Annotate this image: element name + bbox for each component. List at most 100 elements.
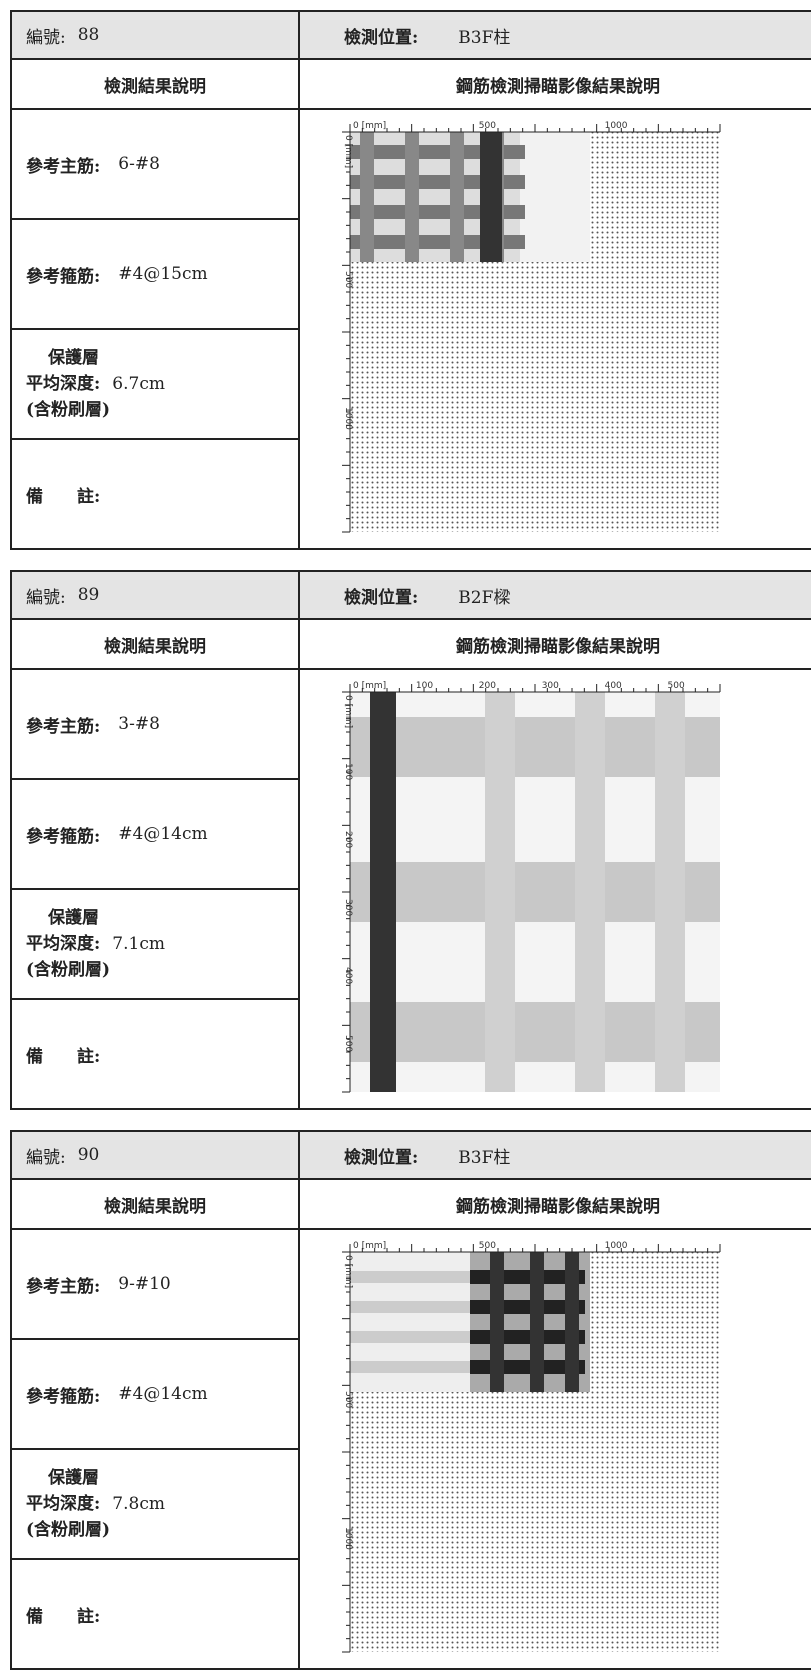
cover-cell: 保護層平均深度: 7.1cm (含粉刷層): [10, 888, 300, 1000]
rebar-shade: [530, 1252, 544, 1392]
label: 編號:: [26, 587, 66, 608]
stirrup-cell: 參考箍筋: #4@15cm: [10, 218, 300, 330]
label: 備 註:: [26, 1046, 101, 1067]
scan-y-label: 1000: [343, 1527, 353, 1550]
rebar-shade: [405, 132, 419, 262]
label: 平均深度:: [26, 374, 101, 394]
record: 編號: 88 檢測位置: B3F柱檢測結果說明 鋼筋檢測掃瞄影像結果說明參考主筋: 6-#…: [10, 10, 811, 550]
remark-cell: 備 註:: [10, 438, 300, 550]
rebar-shade: [480, 132, 502, 262]
rebar-shade: [450, 132, 464, 262]
value: 3-#8: [118, 714, 160, 734]
scan-header: 鋼筋檢測掃瞄影像結果說明: [298, 618, 811, 670]
label: 檢測位置:: [344, 1147, 419, 1168]
value: 88: [77, 25, 100, 45]
rebar-shade: [655, 692, 685, 1092]
row: 平均深度: 6.7cm: [26, 371, 165, 397]
row: 平均深度: 7.8cm: [26, 1491, 165, 1517]
result-header: 檢測結果說明: [10, 1178, 300, 1230]
scan-y-label: 500: [343, 1035, 353, 1052]
label: 檢測位置:: [344, 587, 419, 608]
scan-x-label: 500: [479, 1241, 496, 1251]
value: 7.8cm: [112, 1494, 165, 1514]
value: #4@14cm: [118, 1384, 208, 1404]
scan-image: 0 [mm] 500 1000 0 [mm] 500 1000: [342, 121, 721, 533]
location-cell: 檢測位置: B2F樑: [298, 570, 811, 620]
header: 鋼筋檢測掃瞄影像結果說明: [456, 1196, 660, 1217]
rebar-shade: [490, 1252, 504, 1392]
rebar-shade: [350, 1331, 470, 1343]
scan-y-label: 0 [mm]: [343, 695, 353, 728]
rebar-shade: [360, 132, 374, 262]
value: 90: [77, 1145, 100, 1165]
main-rebar-cell: 參考主筋: 9-#10: [10, 1228, 300, 1340]
location-cell: 檢測位置: B3F柱: [298, 10, 811, 60]
scan-y-label: 500: [343, 1391, 353, 1408]
rebar-shade: [370, 692, 396, 1092]
value: B3F柱: [458, 27, 511, 48]
header: 檢測結果說明: [104, 1196, 206, 1217]
label: 參考主筋:: [26, 716, 101, 737]
rebar-shade: [575, 692, 605, 1092]
main-rebar-cell: 參考主筋: 6-#8: [10, 108, 300, 220]
scan-header: 鋼筋檢測掃瞄影像結果說明: [298, 1178, 811, 1230]
scan-x-label: 1000: [605, 1241, 628, 1251]
label: 備 註:: [26, 1606, 101, 1627]
stirrup-cell: 參考箍筋: #4@14cm: [10, 778, 300, 890]
label: 保護層: [48, 908, 99, 928]
number-cell: 編號: 90: [10, 1130, 300, 1180]
scan-x-label: 500: [668, 681, 685, 691]
result-header: 檢測結果說明: [10, 618, 300, 670]
value: #4@14cm: [118, 824, 208, 844]
label: 參考箍筋:: [26, 266, 101, 287]
label: 平均深度:: [26, 934, 101, 954]
value: 9-#10: [118, 1274, 171, 1294]
label: 備 註:: [26, 486, 101, 507]
label: 參考箍筋:: [26, 1386, 101, 1407]
rebar-shade: [350, 1271, 470, 1283]
scan-x-label: 0 [mm]: [353, 1241, 386, 1251]
scan-y-label: 200: [343, 831, 353, 848]
rebar-shade: [485, 692, 515, 1092]
scan-y-label: 0 [mm]: [343, 135, 353, 168]
cover-cell: 保護層 平均深度: 6.7cm (含粉刷層): [10, 328, 300, 440]
scan-x-label: 0 [mm]: [353, 681, 386, 691]
label: 參考主筋:: [26, 156, 101, 177]
stirrup-cell: 參考箍筋: #4@14cm: [10, 1338, 300, 1450]
label: 平均深度:: [26, 1494, 101, 1514]
label: 參考箍筋:: [26, 826, 101, 847]
rebar-shade: [565, 1252, 579, 1392]
number-cell: 編號: 88: [10, 10, 300, 60]
label: (含粉刷層): [26, 960, 111, 980]
value: 89: [77, 585, 100, 605]
header: 檢測結果說明: [104, 636, 206, 657]
scan-x-label: 1000: [605, 121, 628, 131]
scan-header: 鋼筋檢測掃瞄影像結果說明: [298, 58, 811, 110]
scan-y-label: 100: [343, 763, 353, 780]
remark-cell: 備 註:: [10, 1558, 300, 1670]
label: 檢測位置:: [344, 27, 419, 48]
scan-y-label: 0 [mm]: [343, 1255, 353, 1288]
main-rebar-cell: 參考主筋: 3-#8: [10, 668, 300, 780]
scan-y-label: 500: [343, 271, 353, 288]
value: B3F柱: [458, 1147, 511, 1168]
scan-cell: 0 [mm] 500 1000 0 [mm] 500 1000: [298, 108, 811, 550]
value: #4@15cm: [118, 264, 208, 284]
header: 鋼筋檢測掃瞄影像結果說明: [456, 76, 660, 97]
scan-cell: 0 [mm] 500 1000 0 [mm] 500 1000: [298, 1228, 811, 1670]
scan-image: 0 [mm] 100 200 300 400 500 0 [mm] 100 200 300 400 5…: [342, 681, 721, 1093]
result-header: 檢測結果說明: [10, 58, 300, 110]
header: 檢測結果說明: [104, 76, 206, 97]
rebar-shade: [350, 1301, 470, 1313]
label: 保護層: [48, 348, 99, 368]
scan-x-label: 100: [416, 681, 433, 691]
row: 平均深度: 7.1cm: [26, 931, 165, 957]
header: 鋼筋檢測掃瞄影像結果說明: [456, 636, 660, 657]
label: 編號:: [26, 1147, 66, 1168]
scan-x-label: 0 [mm]: [353, 121, 386, 131]
scan-x-label: 400: [605, 681, 622, 691]
record: 編號: 90 檢測位置: B3F柱檢測結果說明 鋼筋檢測掃瞄影像結果說明參考主筋: 9-#…: [10, 1130, 811, 1670]
scan-image: 0 [mm] 500 1000 0 [mm] 500 1000: [342, 1241, 721, 1653]
label: 保護層: [48, 1468, 99, 1488]
